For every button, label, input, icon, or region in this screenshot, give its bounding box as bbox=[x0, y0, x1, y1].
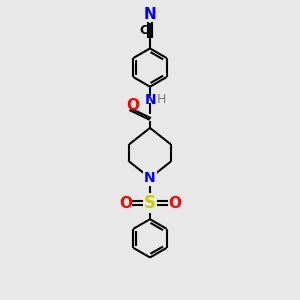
Text: S: S bbox=[144, 194, 156, 212]
Text: C: C bbox=[139, 23, 148, 37]
Text: H: H bbox=[157, 93, 166, 106]
Text: N: N bbox=[145, 93, 156, 107]
Text: N: N bbox=[144, 171, 156, 185]
Text: O: O bbox=[119, 196, 132, 211]
Text: O: O bbox=[168, 196, 181, 211]
Text: O: O bbox=[126, 98, 139, 113]
Text: N: N bbox=[144, 7, 156, 22]
